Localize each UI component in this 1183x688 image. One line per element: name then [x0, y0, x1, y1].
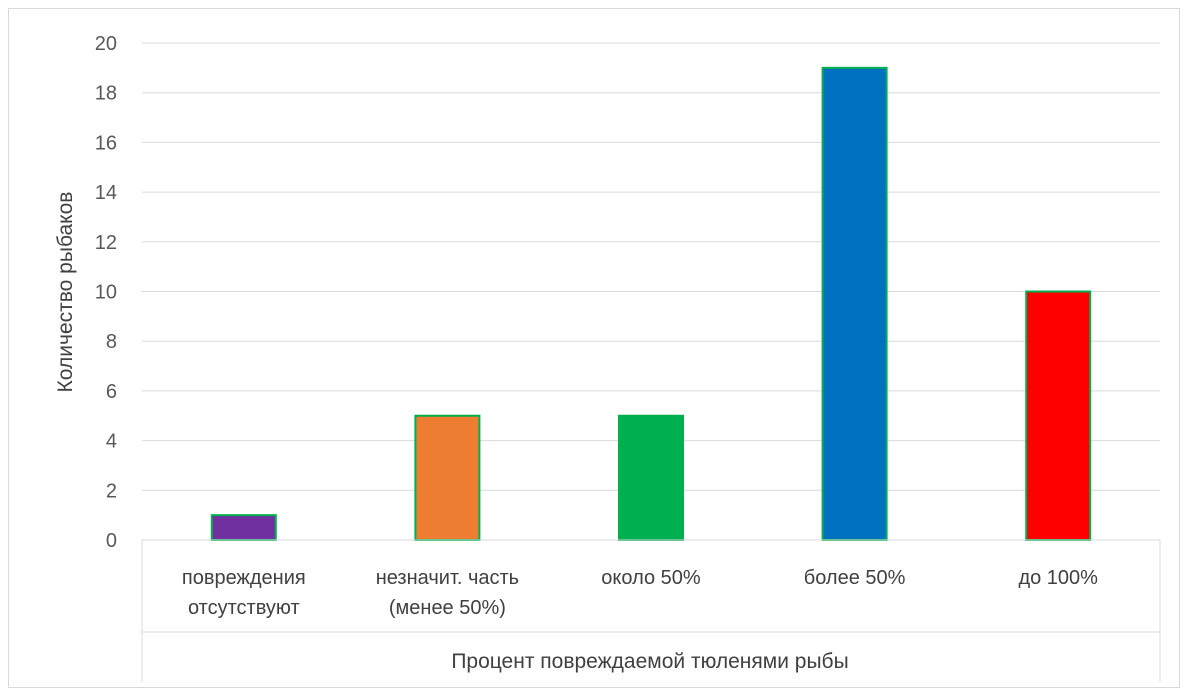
- y-tick-label: 6: [106, 381, 117, 403]
- y-tick-label: 18: [95, 83, 117, 105]
- x-tick-label: незначит. часть: [376, 567, 519, 589]
- x-tick-label: повреждения: [182, 567, 306, 589]
- x-tick-label: около 50%: [601, 567, 701, 589]
- bar: [821, 66, 888, 541]
- y-tick-label: 8: [106, 331, 117, 353]
- x-tick-label: более 50%: [804, 567, 906, 589]
- y-tick-label: 14: [95, 182, 117, 204]
- category-table-lines: [141, 539, 1161, 682]
- category-labels: повреждения отсутствуют незначит. часть (ме…: [182, 567, 1098, 619]
- bars: [210, 66, 1092, 542]
- y-tick-label: 0: [106, 530, 117, 552]
- y-tick-label: 20: [95, 33, 117, 55]
- y-tick-label: 16: [95, 132, 117, 154]
- bar: [414, 414, 481, 541]
- x-axis-title: Процент повреждаемой тюленями рыбы: [451, 650, 848, 673]
- y-tick-label: 10: [95, 282, 117, 304]
- y-axis-title: Количество рыбаков: [54, 192, 77, 393]
- y-tick-label: 12: [95, 232, 117, 254]
- x-tick-label: до 100%: [1018, 567, 1098, 589]
- chart-frame: [8, 8, 1180, 688]
- x-tick-label: отсутствуют: [188, 597, 300, 619]
- bar: [618, 414, 684, 541]
- y-tick-label: 4: [106, 431, 117, 453]
- bar: [210, 514, 277, 542]
- y-axis-ticks: 0 2 4 6 8 10 12 14 16 18 20: [95, 33, 117, 552]
- bar: [1025, 290, 1092, 541]
- y-tick-label: 2: [106, 480, 117, 502]
- x-tick-label: (менее 50%): [389, 597, 506, 619]
